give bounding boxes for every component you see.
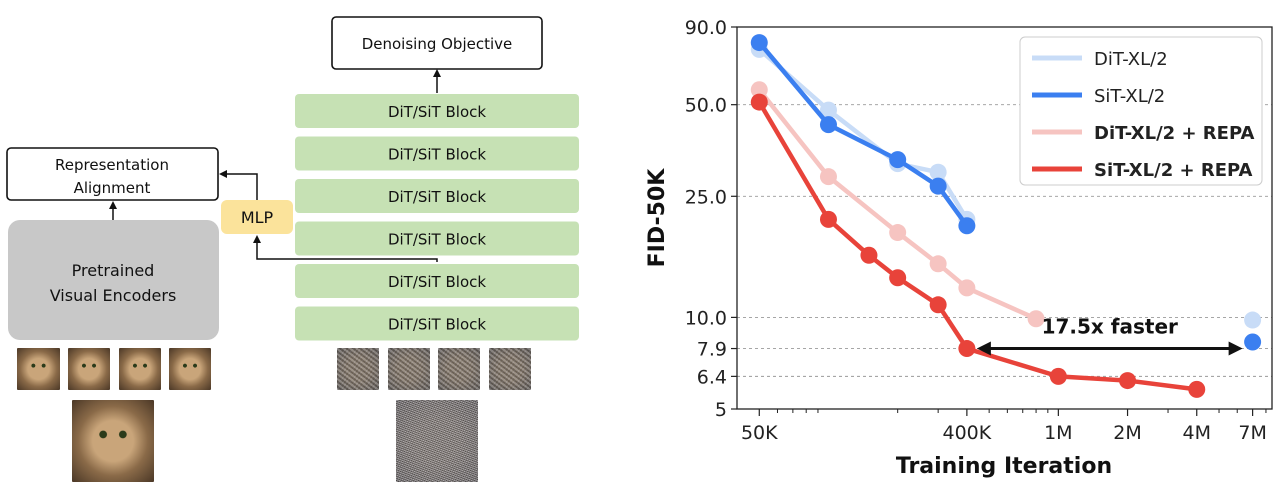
data-point <box>889 151 907 169</box>
data-point <box>750 93 768 111</box>
data-point <box>929 296 947 314</box>
x-tick-label: 50K <box>741 422 778 444</box>
x-axis-ticks: 50K 400K 1M 2M 4M 7M <box>741 409 1267 444</box>
cat-crop-2 <box>68 348 110 390</box>
cat-crop-3 <box>119 348 161 390</box>
data-point <box>1119 372 1137 390</box>
mlp-box <box>221 200 293 234</box>
legend-label: DiT-XL/2 <box>1094 49 1168 70</box>
y-axis-ticks: 90.0 50.0 25.0 10.0 7.9 6.4 5 <box>685 17 737 421</box>
data-point <box>750 81 768 99</box>
encoder-label-1: Pretrained <box>72 261 155 280</box>
x-tick-label: 400K <box>943 422 992 444</box>
transformer-block <box>295 221 579 256</box>
noisy-cat-image <box>396 400 478 482</box>
annotation: 17.5x faster <box>976 315 1243 356</box>
series-sit-xl-2-repa <box>750 93 1206 398</box>
data-point <box>819 116 837 134</box>
plot-frame <box>736 26 1273 410</box>
x-tick-label: 4M <box>1183 422 1211 444</box>
transformer-block <box>295 264 579 298</box>
legend: DiT-XL/2 SiT-XL/2 DiT-XL/2 + REPA SiT-XL/2 … <box>1019 36 1263 186</box>
visual-encoder-box <box>8 220 219 340</box>
data-point <box>750 34 768 52</box>
clean-cat-image <box>72 400 154 482</box>
data-point <box>819 101 837 119</box>
data-point <box>889 269 907 287</box>
cat-crop-1 <box>17 348 60 390</box>
series-sit-xl-2 <box>750 34 1262 351</box>
denoising-objective-label: Denoising Objective <box>362 35 513 53</box>
annotation-label: 17.5x faster <box>1042 315 1178 339</box>
data-point <box>929 255 947 273</box>
y-tick-label: 5 <box>715 399 727 421</box>
noisy-crop-2 <box>388 348 430 390</box>
transformer-block <box>295 136 579 171</box>
annotation-arrowhead-left <box>976 341 991 356</box>
chart-canvas: 50K 400K 1M 2M 4M 7M 90.050.025.010.07.96.45 … <box>645 17 1273 479</box>
cat-crop-4 <box>169 348 211 390</box>
transformer-blocks: DiT/SiT Block DiT/SiT Block DiT/SiT Block D… <box>295 94 579 341</box>
x-axis-label: Training Iteration <box>896 454 1112 479</box>
x-tick-label: 7M <box>1238 422 1266 444</box>
y-tick-label: 50.0 <box>685 95 727 117</box>
representation-alignment-box <box>6 147 219 201</box>
data-point <box>1027 310 1045 328</box>
transformer-block <box>295 179 579 213</box>
noisy-crop-3 <box>438 348 480 390</box>
y-tick-label: 25.0 <box>685 186 727 208</box>
y-tick-label: 90.0 <box>685 17 727 39</box>
noisy-crop-1 <box>337 348 379 390</box>
architecture-diagram: Denoising Objective DiT/SiT Block DiT/SiT… <box>0 0 620 498</box>
transformer-block-label: DiT/SiT Block <box>388 231 486 249</box>
legend-frame <box>1019 36 1263 186</box>
y-tick-label: 10.0 <box>685 307 727 329</box>
data-point <box>958 340 976 358</box>
fid-chart: 50K 400K 1M 2M 4M 7M 90.0 50.0 25.0 10.0 7.9 6.4 5 … <box>620 0 1280 498</box>
data-point <box>958 279 976 297</box>
data-point <box>929 177 947 195</box>
transformer-block-label: DiT/SiT Block <box>388 273 486 291</box>
series-dit-xl-2-repa <box>750 81 1045 328</box>
data-point <box>819 168 837 186</box>
mlp-label: MLP <box>241 208 274 227</box>
legend-label: SiT-XL/2 + REPA <box>1094 160 1253 181</box>
representation-alignment-label-2: Alignment <box>74 179 151 197</box>
x-tick-label: 1M <box>1044 422 1072 444</box>
data-point <box>1188 380 1206 398</box>
mlp-to-alignment-arrow <box>219 170 258 200</box>
data-point <box>929 163 947 181</box>
data-point <box>958 217 976 235</box>
y-tick-label: 6.4 <box>697 366 727 388</box>
y-tick-label: 7.9 <box>697 339 727 361</box>
data-point <box>889 224 907 242</box>
legend-label: DiT-XL/2 + REPA <box>1094 123 1255 144</box>
block-to-mlp-line <box>253 235 438 262</box>
transformer-block <box>295 306 579 341</box>
data-point <box>860 246 878 264</box>
transformer-block-label: DiT/SiT Block <box>388 146 486 164</box>
transformer-block-label: DiT/SiT Block <box>388 316 486 334</box>
y-axis-label: FID-50K <box>645 168 670 268</box>
noisy-crop-4 <box>489 348 531 390</box>
transformer-block <box>295 94 579 128</box>
annotation-arrowhead-right <box>1228 341 1243 356</box>
data-point <box>1049 367 1067 385</box>
data-point <box>1244 311 1262 329</box>
diagram-canvas: Denoising Objective DiT/SiT BlockDiT/SiT… <box>6 16 579 341</box>
legend-label: SiT-XL/2 <box>1094 86 1165 107</box>
x-tick-label: 2M <box>1113 422 1141 444</box>
data-point <box>819 210 837 228</box>
series-layer <box>750 34 1262 398</box>
encoder-label-2: Visual Encoders <box>50 286 177 305</box>
series-line <box>757 87 1039 321</box>
data-point <box>1244 333 1262 351</box>
transformer-block-label: DiT/SiT Block <box>388 188 486 206</box>
representation-alignment-label-1: Representation <box>55 156 169 174</box>
transformer-block-label: DiT/SiT Block <box>388 103 486 121</box>
